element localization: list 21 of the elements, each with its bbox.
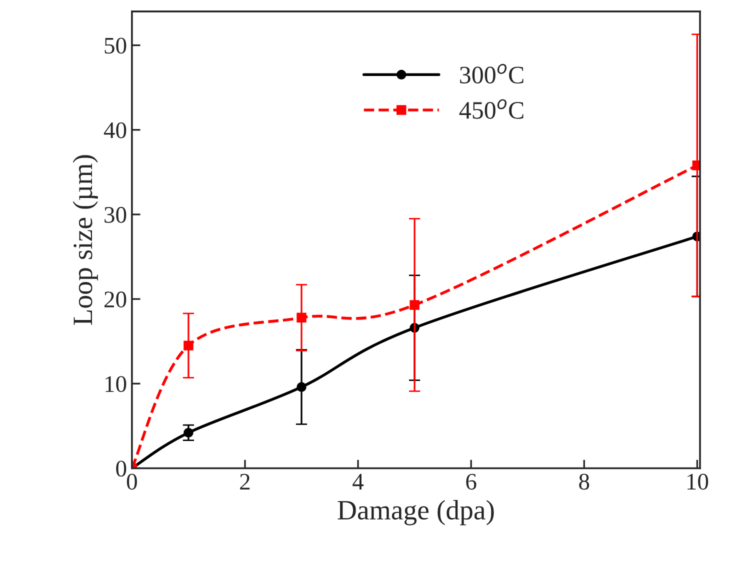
point <box>184 428 194 438</box>
y-tick-label: 50 <box>104 38 126 54</box>
point <box>296 382 306 392</box>
point <box>410 300 420 310</box>
legend-label: 300$^{o}$C <box>460 64 524 84</box>
x-tick-label: 10 <box>687 474 708 490</box>
y-axis-title: Loop size (µm) <box>72 155 98 325</box>
legend-label: 450$^{o}$C <box>459 99 524 119</box>
y-tick-label: 40 <box>104 122 126 138</box>
point <box>184 340 194 350</box>
x-tick-label: 2 <box>240 474 250 490</box>
point <box>296 312 306 323</box>
x-axis-title: Damage (dpa) <box>338 500 494 526</box>
x-tick-label: 4 <box>352 474 364 490</box>
y-tick-label: 0 <box>116 460 126 477</box>
x-tick-label: 8 <box>579 474 590 490</box>
x-tick-label: 6 <box>466 474 476 490</box>
y-tick-label: 30 <box>104 206 126 223</box>
y-tick-label: 20 <box>104 292 126 308</box>
x-tick-label: 0 <box>126 474 137 490</box>
y-tick-label: 10 <box>106 376 126 392</box>
